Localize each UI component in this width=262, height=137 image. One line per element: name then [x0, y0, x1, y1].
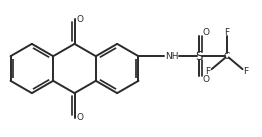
Text: O: O	[77, 113, 84, 122]
Text: C: C	[224, 52, 230, 61]
Text: F: F	[225, 28, 230, 37]
Text: O: O	[203, 75, 210, 84]
Text: O: O	[77, 15, 84, 24]
Text: NH: NH	[166, 52, 179, 61]
Text: O: O	[203, 28, 210, 37]
Text: S: S	[195, 50, 203, 63]
Text: F: F	[243, 67, 249, 76]
Text: F: F	[206, 67, 211, 76]
